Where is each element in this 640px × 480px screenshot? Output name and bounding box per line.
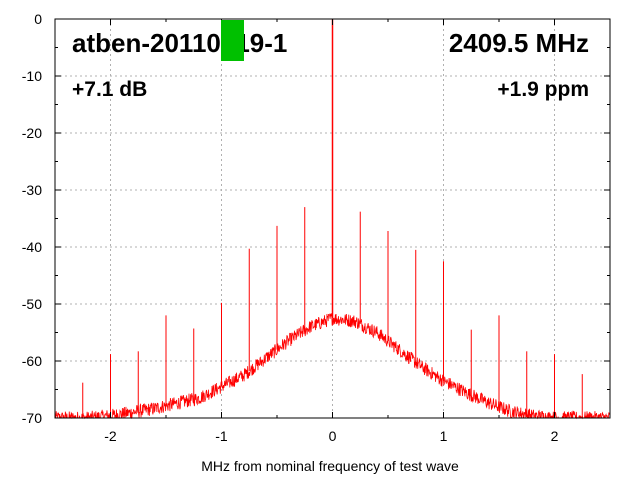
device-title: atben-20110219-1 <box>72 28 287 58</box>
y-tick-label: -60 <box>22 353 42 369</box>
y-tick-labels: 0 -10 -20 -30 -40 -50 -60 -70 <box>22 11 42 426</box>
noise-floor-line <box>54 313 611 420</box>
y-tick-label: -10 <box>22 68 42 84</box>
y-tick-label: -70 <box>22 410 42 426</box>
x-tick-label: 0 <box>329 428 337 444</box>
y-tick-label: -20 <box>22 125 42 141</box>
y-tick-label: 0 <box>34 11 42 27</box>
spur-series <box>82 19 583 418</box>
x-tick-label: 1 <box>440 428 448 444</box>
y-tick-label: -30 <box>22 182 42 198</box>
offset-label: +1.9 ppm <box>497 78 589 101</box>
x-tick-label: 2 <box>551 428 559 444</box>
x-tick-label: -2 <box>104 428 117 444</box>
y-tick-label: -50 <box>22 296 42 312</box>
y-tick-label: -40 <box>22 239 42 255</box>
noise-floor-series <box>54 313 611 420</box>
frequency-label: 2409.5 MHz <box>449 28 589 58</box>
axis-ticks <box>54 18 611 419</box>
x-axis-label: MHz from nominal frequency of test wave <box>201 458 459 474</box>
gain-label: +7.1 dB <box>72 78 147 101</box>
x-tick-labels: -2 -1 0 1 2 <box>104 428 558 444</box>
status-indicator <box>221 20 244 61</box>
x-tick-label: -1 <box>215 428 228 444</box>
